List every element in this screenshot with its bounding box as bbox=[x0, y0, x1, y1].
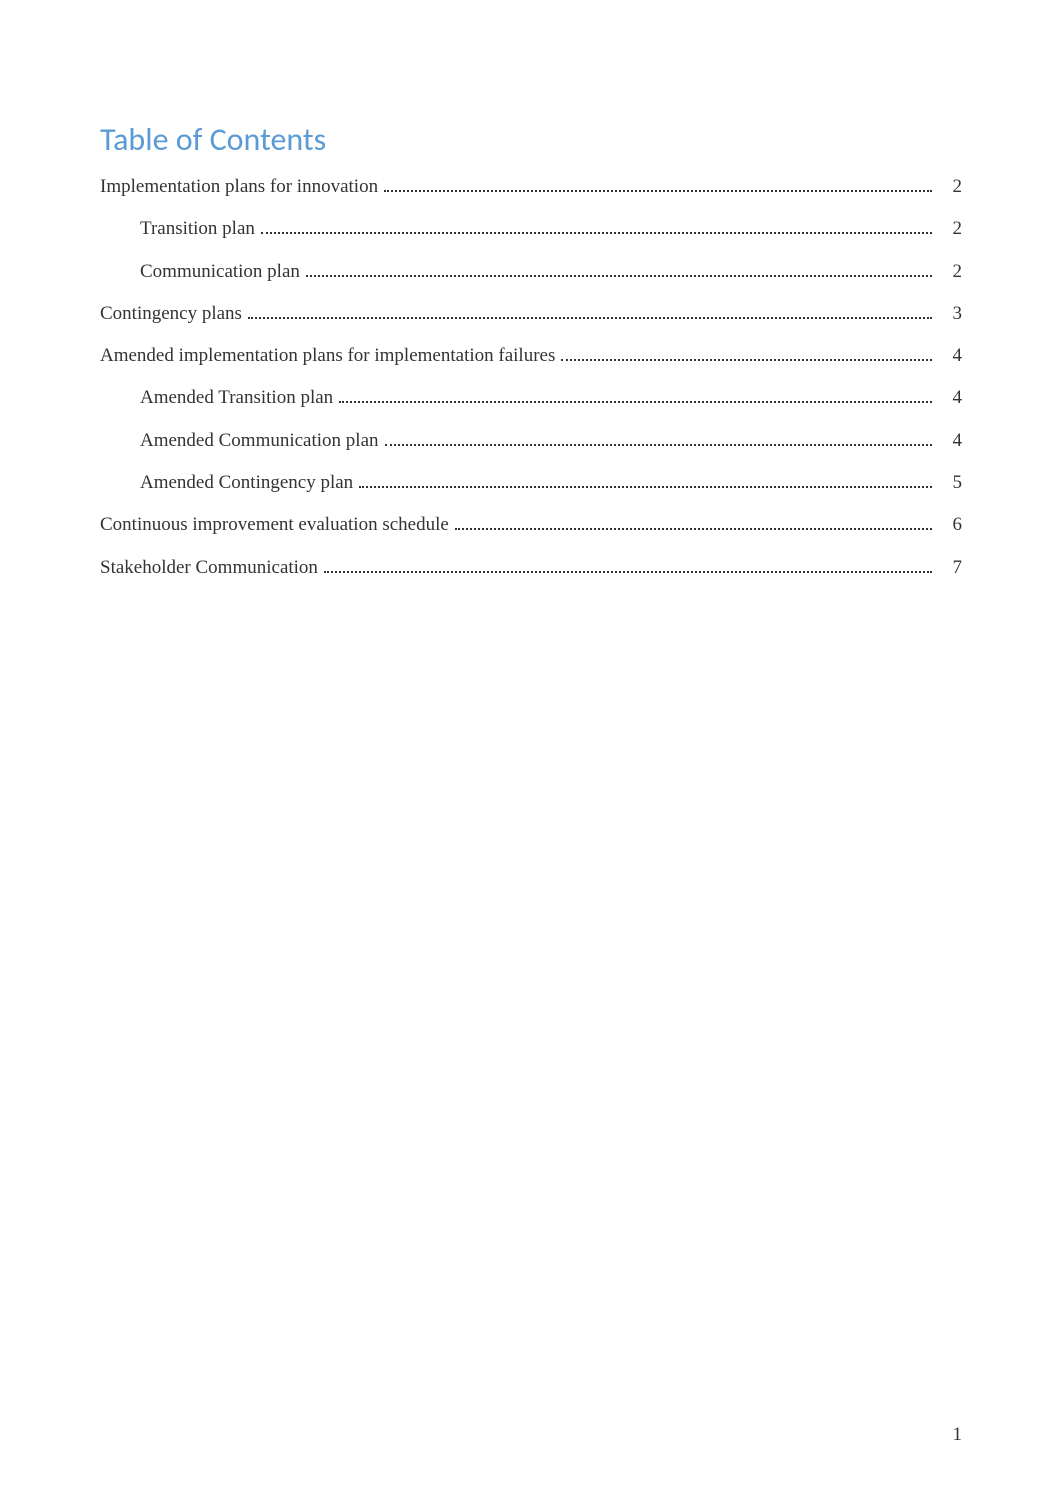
toc-leader-dots bbox=[561, 359, 932, 361]
toc-entry-label: Implementation plans for innovation bbox=[100, 171, 378, 203]
toc-entry: Amended implementation plans for impleme… bbox=[100, 340, 962, 372]
toc-leader-dots bbox=[261, 232, 932, 234]
toc-leader-dots bbox=[306, 275, 932, 277]
toc-leader-dots bbox=[339, 401, 932, 403]
toc-leader-dots bbox=[384, 190, 932, 192]
toc-entry-page: 2 bbox=[938, 256, 962, 288]
toc-entry: Stakeholder Communication 7 bbox=[100, 552, 962, 584]
toc-entry: Amended Contingency plan 5 bbox=[100, 467, 962, 499]
toc-entry: Transition plan 2 bbox=[100, 213, 962, 245]
toc-entry-page: 4 bbox=[938, 425, 962, 457]
toc-entry-label: Transition plan bbox=[140, 213, 255, 245]
toc-leader-dots bbox=[324, 571, 932, 573]
toc-entry-label: Contingency plans bbox=[100, 298, 242, 330]
toc-entry-page: 2 bbox=[938, 171, 962, 203]
toc-leader-dots bbox=[385, 444, 932, 446]
page-number: 1 bbox=[953, 1424, 963, 1446]
toc-title: Table of Contents bbox=[100, 120, 962, 159]
toc-entry-label: Amended Communication plan bbox=[140, 425, 379, 457]
toc-entry-page: 5 bbox=[938, 467, 962, 499]
toc-leader-dots bbox=[455, 528, 932, 530]
toc-entry: Communication plan 2 bbox=[100, 256, 962, 288]
toc-entry-page: 2 bbox=[938, 213, 962, 245]
toc-entry: Continuous improvement evaluation schedu… bbox=[100, 509, 962, 541]
toc-entry: Implementation plans for innovation 2 bbox=[100, 171, 962, 203]
toc-entry-page: 4 bbox=[938, 382, 962, 414]
toc-entry-label: Amended Contingency plan bbox=[140, 467, 353, 499]
toc-entry-page: 3 bbox=[938, 298, 962, 330]
toc-entry-page: 4 bbox=[938, 340, 962, 372]
toc-entry-label: Stakeholder Communication bbox=[100, 552, 318, 584]
toc-leader-dots bbox=[359, 486, 932, 488]
toc-leader-dots bbox=[248, 317, 932, 319]
toc-entry-page: 7 bbox=[938, 552, 962, 584]
toc-entry-label: Amended Transition plan bbox=[140, 382, 333, 414]
toc-entry: Amended Transition plan 4 bbox=[100, 382, 962, 414]
toc-entry: Amended Communication plan 4 bbox=[100, 425, 962, 457]
toc-entry-label: Continuous improvement evaluation schedu… bbox=[100, 509, 449, 541]
toc-list: Implementation plans for innovation2Tran… bbox=[100, 171, 962, 584]
toc-entry-label: Amended implementation plans for impleme… bbox=[100, 340, 555, 372]
toc-entry-label: Communication plan bbox=[140, 256, 300, 288]
toc-entry-page: 6 bbox=[938, 509, 962, 541]
toc-entry: Contingency plans 3 bbox=[100, 298, 962, 330]
